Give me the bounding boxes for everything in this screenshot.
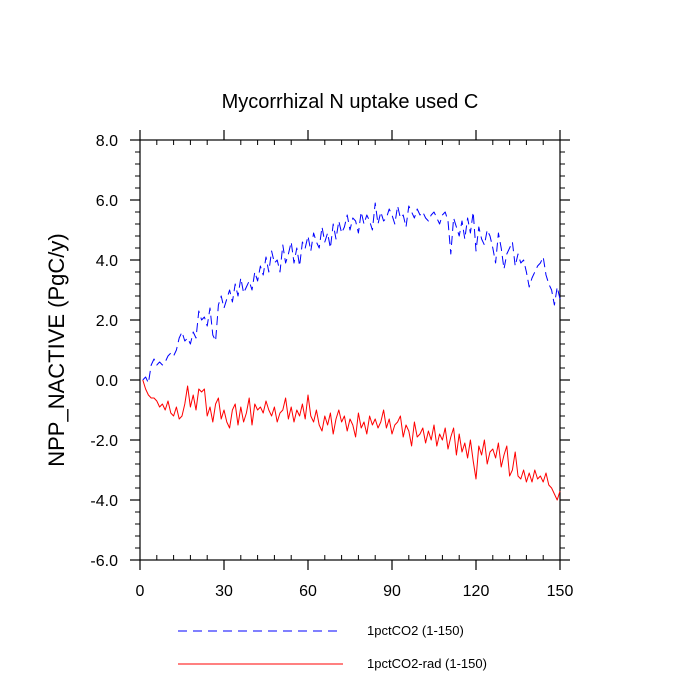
x-tick-label: 150 (547, 583, 574, 600)
plot-frame (139, 139, 561, 561)
x-tick-label: 60 (299, 583, 317, 600)
minor-ticks (135, 140, 565, 560)
x-tick-label: 90 (383, 583, 401, 600)
y-axis-label: NPP_NACTIVE (PgC/y) (44, 233, 69, 467)
y-tick-label: 8.0 (96, 133, 118, 150)
legend-label-1pctco2: 1pctCO2 (1-150) (367, 623, 464, 638)
y-tick-label: 2.0 (96, 313, 118, 330)
y-tick-label: -2.0 (90, 433, 118, 450)
x-tick-label: 0 (136, 583, 145, 600)
y-tick-labels: -6.0 -4.0 -2.0 0.0 2.0 4.0 6.0 8.0 (90, 133, 118, 570)
x-tick-label: 30 (215, 583, 233, 600)
x-tick-label: 120 (463, 583, 490, 600)
legend-label-1pctco2-rad: 1pctCO2-rad (1-150) (367, 656, 487, 671)
plot-area (139, 139, 561, 561)
major-ticks (130, 130, 570, 570)
series-layer (142, 202, 561, 501)
y-tick-label: 4.0 (96, 253, 118, 270)
y-tick-label: -4.0 (90, 493, 118, 510)
x-tick-labels: 0 30 60 90 120 150 (136, 583, 574, 600)
series-line-1pctco2-1-150 (142, 202, 561, 384)
y-tick-label: 6.0 (96, 193, 118, 210)
y-tick-label: -6.0 (90, 553, 118, 570)
legend: 1pctCO2 (1-150) 1pctCO2-rad (1-150) (178, 623, 487, 671)
chart-title: Mycorrhizal N uptake used C (222, 91, 479, 113)
series-line-1pctco2-rad-1-150 (142, 379, 561, 501)
y-tick-label: 0.0 (96, 373, 118, 390)
